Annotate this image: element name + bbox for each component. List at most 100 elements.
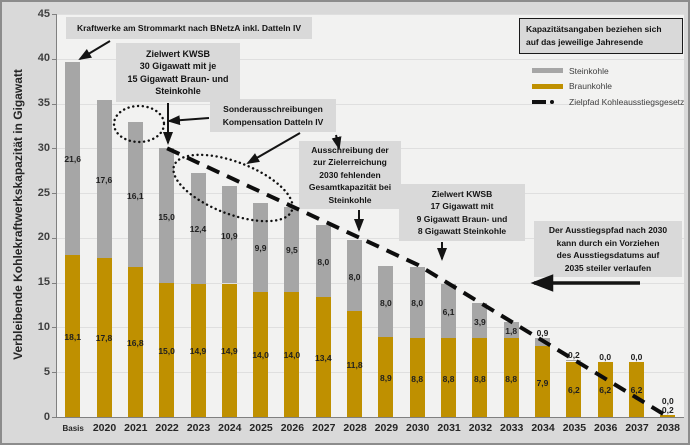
x-label-2032: 2032 xyxy=(468,422,493,434)
label-braunkohle-2025: 14,0 xyxy=(252,350,269,361)
y-tick-label: 0 xyxy=(43,410,50,423)
bar-steinkohle-2021 xyxy=(127,122,143,267)
label-steinkohle-2030: 8,0 xyxy=(411,298,424,309)
y-tick-label: 35 xyxy=(37,97,50,110)
label-steinkohle-2031: 6,1 xyxy=(442,306,455,317)
dashed-line-swatch xyxy=(532,99,563,104)
label-steinkohle-2038: 0,0 xyxy=(661,396,674,407)
annotation-line: 30 Gigawatt mit je xyxy=(139,61,217,71)
x-label-2022: 2022 xyxy=(155,422,179,434)
note-line: auf das jeweilige Jahresende xyxy=(526,37,644,47)
y-tick-mark xyxy=(52,282,57,284)
gridline xyxy=(57,282,684,284)
x-label-2036: 2036 xyxy=(594,422,618,434)
label-steinkohle-2022: 15,0 xyxy=(158,211,175,222)
annotation-line: 2030 fehlenden xyxy=(319,169,381,180)
y-tick-label: 10 xyxy=(37,320,50,333)
label-steinkohle-2024: 10,9 xyxy=(221,230,238,241)
x-label-2021: 2021 xyxy=(124,422,148,434)
label-steinkohle-2026: 9,5 xyxy=(285,245,298,256)
x-label-2027: 2027 xyxy=(312,422,336,434)
label-steinkohle-2021: 16,1 xyxy=(127,190,144,201)
label-braunkohle-2031: 8,8 xyxy=(442,373,455,384)
y-tick-label: 40 xyxy=(37,52,50,65)
label-braunkohle-Basis: 18,1 xyxy=(64,332,81,342)
legend: Steinkohle Braunkohle Zielpfad Kohleauss… xyxy=(532,63,687,110)
y-tick-label: 5 xyxy=(43,365,50,378)
annotation-ausstiegspfad-2035: Der Ausstiegspfad nach 2030 kann durch e… xyxy=(534,221,682,277)
gridline xyxy=(57,372,684,374)
label-steinkohle-2027: 8,0 xyxy=(317,257,330,268)
label-braunkohle-2022: 15,0 xyxy=(158,345,175,356)
x-label-2020: 2020 xyxy=(92,422,117,434)
x-label-2029: 2029 xyxy=(374,422,399,434)
gridline xyxy=(57,58,684,60)
label-braunkohle-2023: 14,9 xyxy=(189,346,207,357)
gridline xyxy=(57,327,684,329)
annotation-line: zur Zielerreichung xyxy=(313,157,387,168)
y-tick-mark xyxy=(52,58,57,60)
y-tick-label: 20 xyxy=(37,231,50,244)
label-steinkohle-2028: 8,0 xyxy=(348,271,361,282)
annotation-line: Kompensation Datteln IV xyxy=(222,116,324,127)
bar-steinkohle-Basis xyxy=(65,61,81,255)
y-tick-label: 30 xyxy=(37,141,50,154)
y-tick-mark xyxy=(52,103,57,105)
x-label-2030: 2030 xyxy=(406,422,430,434)
annotation-line: Kraftwerke am Strommarkt nach BNetzA ink… xyxy=(76,22,302,33)
label-braunkohle-2030: 8,8 xyxy=(411,373,424,384)
steinkohle-swatch xyxy=(532,68,563,74)
label-braunkohle-2021: 16,8 xyxy=(127,337,144,348)
label-steinkohle-2025: 9,9 xyxy=(254,243,267,254)
note-line: Kapazitätsangaben beziehen sich xyxy=(526,24,662,34)
label-braunkohle-2032: 8,8 xyxy=(473,373,486,384)
legend-label: Braunkohle xyxy=(569,81,613,92)
label-steinkohle-2037: 0,0 xyxy=(630,351,643,362)
y-tick-mark xyxy=(52,417,57,418)
x-label-2038: 2038 xyxy=(656,422,680,434)
annotation-line: 8 Gigawatt Steinkohle xyxy=(417,226,507,236)
legend-item-braunkohle: Braunkohle xyxy=(532,79,687,95)
label-braunkohle-2024: 14,9 xyxy=(221,346,238,357)
annotation-line: Gesamtkapazität bei xyxy=(308,182,392,193)
annotation-line: 2035 steiler verlaufen xyxy=(564,262,652,273)
annotation-line: Steinkohle xyxy=(328,194,372,205)
x-label-Basis: Basis xyxy=(62,424,84,433)
annotation-line: Zielwert KWSB xyxy=(431,188,493,199)
label-steinkohle-2023: 12,4 xyxy=(189,224,207,234)
y-tick-mark xyxy=(52,148,57,150)
x-label-2033: 2033 xyxy=(500,422,524,434)
label-braunkohle-2020: 17,8 xyxy=(95,333,113,344)
x-axis-line xyxy=(57,417,684,418)
x-label-2023: 2023 xyxy=(186,422,211,434)
annotation-line: 9 Gigawatt Braun- und xyxy=(416,213,508,224)
label-braunkohle-2037: 6,2 xyxy=(630,385,643,396)
y-axis-line xyxy=(56,14,57,418)
label-steinkohle-2033: 1,8 xyxy=(505,326,518,337)
annotation-sonderausschreibungen: Sonderausschreibungen Kompensation Datte… xyxy=(210,99,336,132)
y-tick-mark xyxy=(52,237,57,239)
label-steinkohle-2032: 3,9 xyxy=(473,316,486,327)
annotation-line: Ausschreibung der xyxy=(311,144,389,155)
legend-item-zielpfad: Zielpfad Kohleausstiegsgesetz xyxy=(532,94,687,110)
label-steinkohle-2034: 0,9 xyxy=(536,328,549,339)
annotation-line: 15 Gigawatt Braun- und xyxy=(127,73,229,84)
x-label-2037: 2037 xyxy=(625,422,649,434)
annotation-line: des Ausstiegsdatums auf xyxy=(556,250,660,260)
label-steinkohle-2020: 17,6 xyxy=(95,174,113,185)
y-tick-mark xyxy=(52,327,57,329)
label-steinkohle-2036: 0,0 xyxy=(599,351,612,362)
y-tick-label: 45 xyxy=(37,7,50,20)
x-label-2026: 2026 xyxy=(280,422,305,434)
bar-braunkohle-2020 xyxy=(96,257,112,417)
label-braunkohle-2038: 0,2 xyxy=(661,405,674,416)
gridline xyxy=(57,103,684,105)
annotation-zielwert-kwsb-17: Zielwert KWSB 17 Gigawatt mit 9 Gigawatt… xyxy=(399,184,525,241)
y-axis-title: Verbleibende Kohlekraftwerkskapazität in… xyxy=(11,69,25,360)
annotation-line: Zielwert KWSB xyxy=(145,48,210,59)
annotation-kraftwerke-strommarkt: Kraftwerke am Strommarkt nach BNetzA ink… xyxy=(66,17,312,39)
annotation-line: kann durch ein Vorziehen xyxy=(556,237,660,248)
gridline xyxy=(57,14,684,15)
bar-braunkohle-2021 xyxy=(127,266,143,417)
bar-braunkohle-Basis xyxy=(65,254,81,417)
